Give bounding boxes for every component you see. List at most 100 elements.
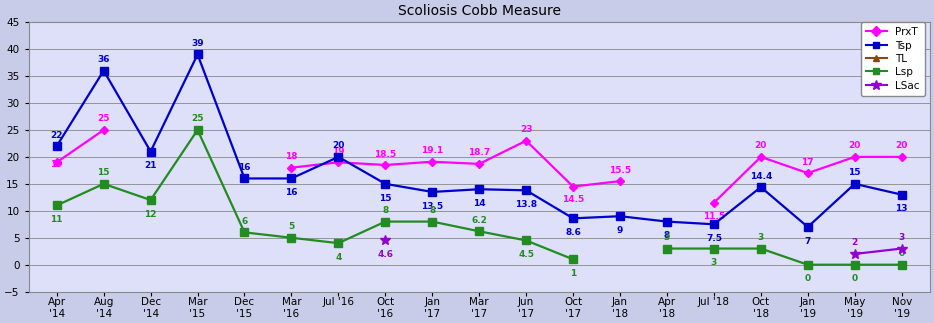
Text: 19.1: 19.1 <box>421 146 444 155</box>
Text: 4.6: 4.6 <box>377 250 393 259</box>
Text: 15: 15 <box>848 168 861 177</box>
Line: Lsp: Lsp <box>53 126 905 268</box>
Tsp <box>661 220 672 224</box>
Text: 5: 5 <box>289 222 294 231</box>
Text: 25: 25 <box>97 114 110 123</box>
PrxT <box>474 162 485 166</box>
Lsp <box>286 236 297 240</box>
Text: 36: 36 <box>97 55 110 64</box>
Text: 18.7: 18.7 <box>468 149 490 157</box>
Tsp <box>849 182 860 186</box>
Text: 7.5: 7.5 <box>706 234 722 243</box>
Text: 14.5: 14.5 <box>562 195 584 203</box>
Lsp <box>333 241 344 245</box>
PrxT <box>615 179 626 183</box>
PrxT <box>896 155 907 159</box>
Tsp <box>756 185 767 189</box>
Text: 0: 0 <box>805 275 811 283</box>
Lsp <box>239 230 250 234</box>
Lsp <box>474 229 485 233</box>
Text: 15: 15 <box>379 193 391 203</box>
Text: 11.5: 11.5 <box>703 213 725 222</box>
Legend: PrxT, Tsp, TL, Lsp, LSac: PrxT, Tsp, TL, Lsp, LSac <box>860 22 925 96</box>
Tsp <box>474 187 485 191</box>
PrxT <box>286 166 297 170</box>
LSac <box>896 246 907 250</box>
Lsp <box>896 263 907 267</box>
PrxT <box>98 128 109 132</box>
Title: Scoliosis Cobb Measure: Scoliosis Cobb Measure <box>398 4 560 18</box>
PrxT <box>520 139 531 143</box>
Text: 6.2: 6.2 <box>472 216 488 225</box>
Tsp <box>708 222 719 226</box>
Text: 20: 20 <box>896 141 908 151</box>
Tsp <box>802 225 814 229</box>
Lsp <box>51 203 63 207</box>
Lsp <box>520 238 531 242</box>
Tsp <box>568 216 579 220</box>
Text: 0: 0 <box>852 275 857 283</box>
PrxT <box>802 171 814 175</box>
Tsp <box>192 53 204 57</box>
Text: 39: 39 <box>191 39 204 48</box>
Text: 23: 23 <box>520 125 532 134</box>
Text: 14.4: 14.4 <box>750 172 772 181</box>
Text: 25: 25 <box>191 114 204 123</box>
Line: Tsp: Tsp <box>53 51 905 231</box>
Line: PrxT: PrxT <box>53 127 905 206</box>
PrxT <box>568 185 579 189</box>
Text: 0: 0 <box>899 249 905 258</box>
Lsp <box>192 128 204 132</box>
Text: 8: 8 <box>664 231 670 240</box>
Tsp <box>98 69 109 73</box>
Text: 21: 21 <box>145 161 157 170</box>
Text: 11: 11 <box>50 215 63 224</box>
PrxT <box>756 155 767 159</box>
Lsp <box>380 220 391 224</box>
Lsp <box>756 246 767 250</box>
Text: 17: 17 <box>801 158 814 167</box>
Text: 8.6: 8.6 <box>565 228 581 237</box>
Text: 6: 6 <box>241 217 248 226</box>
Tsp <box>145 150 156 153</box>
Text: 12: 12 <box>145 210 157 219</box>
Text: 19: 19 <box>333 147 345 156</box>
Text: 1: 1 <box>570 269 576 278</box>
Lsp <box>145 198 156 202</box>
Text: 7: 7 <box>804 237 811 246</box>
Text: 22: 22 <box>50 130 63 140</box>
Tsp <box>239 177 250 181</box>
Text: 13: 13 <box>896 204 908 213</box>
Text: 2: 2 <box>852 238 857 247</box>
PrxT <box>427 160 438 164</box>
Lsp <box>661 246 672 250</box>
Text: 13.5: 13.5 <box>421 202 444 211</box>
Text: 3: 3 <box>899 233 905 242</box>
Lsp <box>849 263 860 267</box>
Tsp <box>427 190 438 194</box>
Line: LSac: LSac <box>380 235 907 259</box>
Text: 20: 20 <box>849 141 861 151</box>
Text: 9: 9 <box>616 226 623 235</box>
Lsp <box>427 220 438 224</box>
Text: 19: 19 <box>50 160 64 169</box>
Text: 16: 16 <box>238 163 250 172</box>
PrxT <box>849 155 860 159</box>
Text: 3: 3 <box>757 233 764 242</box>
Tsp <box>380 182 391 186</box>
Text: 3: 3 <box>664 233 670 242</box>
Tsp <box>615 214 626 218</box>
Text: 18: 18 <box>285 152 298 161</box>
Text: 15: 15 <box>97 168 110 177</box>
Text: 3: 3 <box>711 258 717 267</box>
Lsp <box>708 246 719 250</box>
Tsp <box>520 188 531 192</box>
Text: 4.5: 4.5 <box>518 250 534 259</box>
Lsp <box>568 257 579 261</box>
PrxT <box>380 163 391 167</box>
Text: 20: 20 <box>333 141 345 151</box>
Tsp <box>286 177 297 181</box>
Lsp <box>802 263 814 267</box>
Text: 13.8: 13.8 <box>515 200 537 209</box>
Lsp <box>98 182 109 186</box>
